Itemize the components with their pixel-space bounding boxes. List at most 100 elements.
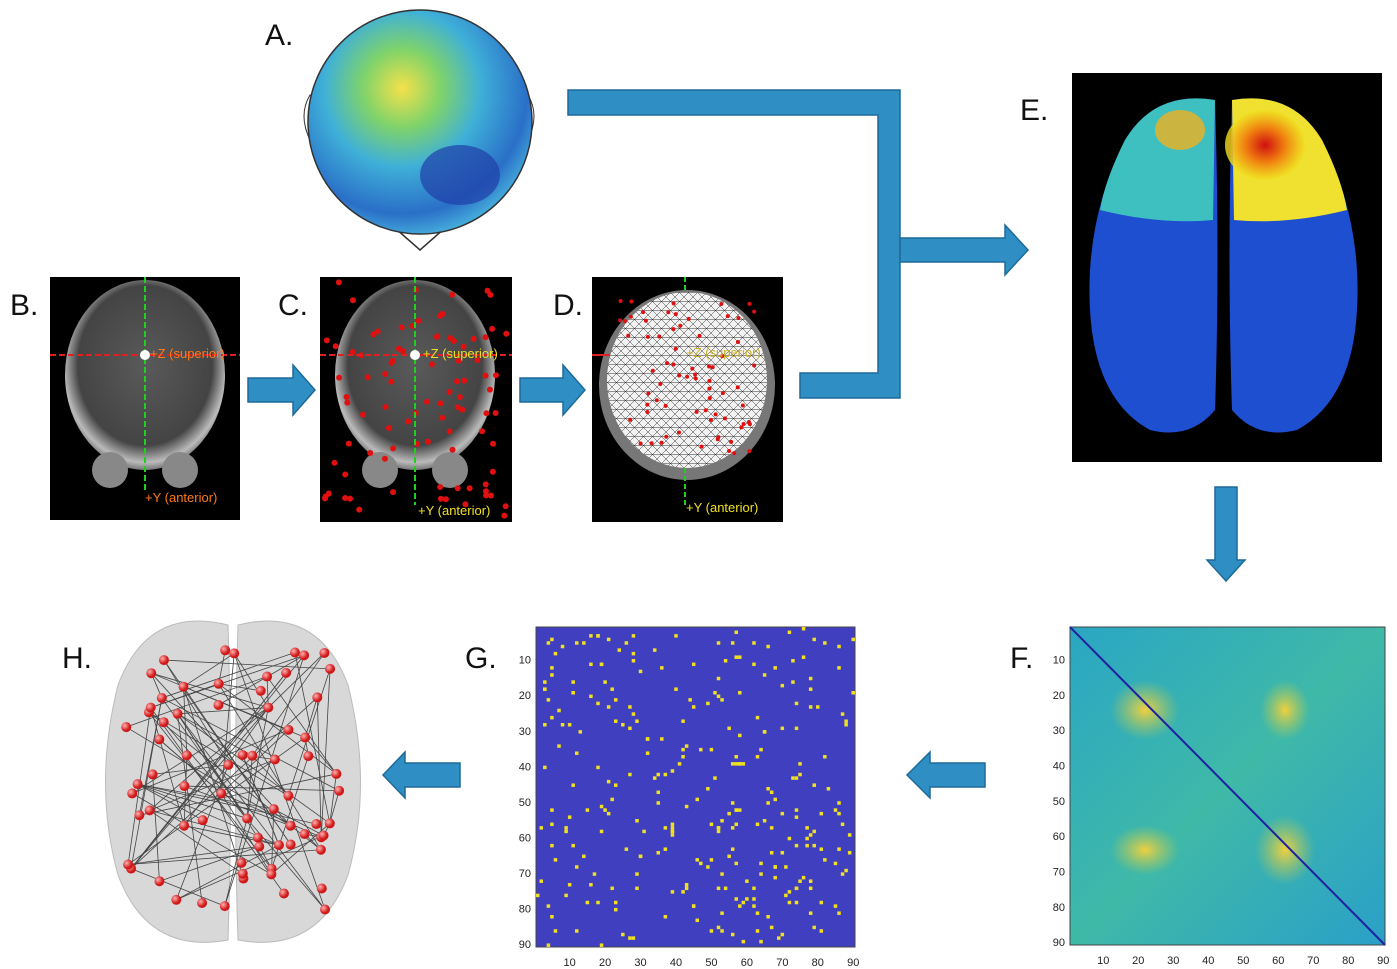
sensor-dot: [629, 315, 633, 319]
sensor-dot: [434, 333, 440, 339]
node: [312, 692, 322, 702]
matrix-cell: [752, 904, 756, 908]
matrix-cell: [671, 826, 675, 830]
matrix-cell: [837, 645, 841, 649]
matrix-cell: [586, 808, 590, 812]
panel-label: D.: [553, 289, 583, 322]
matrix-cell: [681, 719, 685, 723]
matrix-cell: [805, 844, 809, 848]
matrix-cell: [851, 638, 855, 642]
sensor-dot: [360, 412, 366, 418]
panel-label: B.: [10, 289, 38, 322]
matrix-cell: [720, 819, 724, 823]
matrix-cell: [621, 933, 625, 937]
matrix-cell: [635, 819, 639, 823]
sensor-dot: [437, 484, 443, 490]
sensor-dot: [439, 415, 445, 421]
node: [220, 645, 230, 655]
sensor-dot: [390, 489, 396, 495]
sensor-dot: [664, 435, 668, 439]
matrix-cell: [639, 670, 643, 674]
matrix-cell: [600, 943, 604, 947]
sensor-dot: [346, 441, 352, 447]
matrix-cell: [540, 826, 544, 830]
matrix-cell: [653, 648, 657, 652]
matrix-cell: [795, 844, 799, 848]
sensor-dot: [461, 378, 467, 384]
node: [145, 805, 155, 815]
matrix-cell: [550, 638, 554, 642]
matrix-cell: [717, 677, 721, 681]
sensor-dot: [483, 373, 489, 379]
sensor-dot: [429, 361, 435, 367]
node: [316, 845, 326, 855]
sensor-dot: [708, 396, 712, 400]
matrix-cell: [734, 755, 738, 759]
node: [254, 841, 264, 851]
matrix-cell: [809, 833, 813, 837]
matrix-g: [536, 627, 855, 947]
matrix-cell: [575, 929, 579, 933]
matrix-cell: [710, 748, 714, 752]
matrix-cell: [681, 755, 685, 759]
sensor-dot: [736, 316, 740, 320]
matrix-cell: [586, 901, 590, 905]
matrix-cell: [812, 783, 816, 787]
sensor-dot: [742, 422, 746, 426]
matrix-cell: [564, 830, 568, 834]
y-tick-label: 10: [519, 655, 531, 667]
matrix-cell: [734, 655, 738, 659]
matrix-cell: [834, 904, 838, 908]
matrix-cell: [568, 815, 572, 819]
matrix-cell: [614, 698, 618, 702]
matrix-cell: [738, 734, 742, 738]
matrix-cell: [692, 904, 696, 908]
sensor-dot: [619, 299, 623, 303]
matrix-cell: [795, 808, 799, 812]
node: [223, 760, 233, 770]
matrix-cell: [809, 887, 813, 891]
sensor-dot: [658, 382, 662, 386]
matrix-cell: [543, 680, 547, 684]
matrix-cell: [759, 940, 763, 944]
matrix-cell: [646, 751, 650, 755]
sensor-dot: [695, 410, 699, 414]
matrix-cell: [600, 805, 604, 809]
y-tick-label: 10: [1053, 654, 1065, 666]
node: [311, 819, 321, 829]
sensor-dot: [707, 387, 711, 391]
node: [133, 779, 143, 789]
matrix-cell: [752, 887, 756, 891]
x-tick-label: 10: [564, 957, 576, 969]
node: [146, 668, 156, 678]
sensor-dot: [741, 404, 745, 408]
sensor-dot: [727, 449, 731, 453]
node: [179, 781, 189, 791]
sensor-dot: [678, 324, 682, 328]
sensor-dot: [645, 410, 649, 414]
sensor-dot: [416, 318, 422, 324]
matrix-cell: [571, 680, 575, 684]
matrix-cell: [823, 755, 827, 759]
sensor-dot: [690, 367, 694, 371]
matrix-cell: [752, 897, 756, 901]
sensor-dot: [671, 327, 675, 331]
sensor-dot: [687, 317, 691, 321]
sensor-dot: [672, 301, 676, 305]
sensor-dot: [489, 326, 495, 332]
node: [159, 655, 169, 665]
matrix-cell: [699, 862, 703, 866]
node: [220, 901, 230, 911]
matrix-cell: [628, 727, 632, 731]
matrix-cell: [671, 823, 675, 827]
matrix-cell: [745, 879, 749, 883]
panel-label: E.: [1020, 94, 1048, 127]
matrix-cell: [834, 862, 838, 866]
node: [270, 754, 280, 764]
sensor-dot: [711, 365, 715, 369]
matrix-cell: [844, 723, 848, 727]
sensor-dot: [674, 312, 678, 316]
matrix-cell: [841, 872, 845, 876]
matrix-cell: [653, 776, 657, 780]
sensor-dot: [503, 503, 509, 509]
